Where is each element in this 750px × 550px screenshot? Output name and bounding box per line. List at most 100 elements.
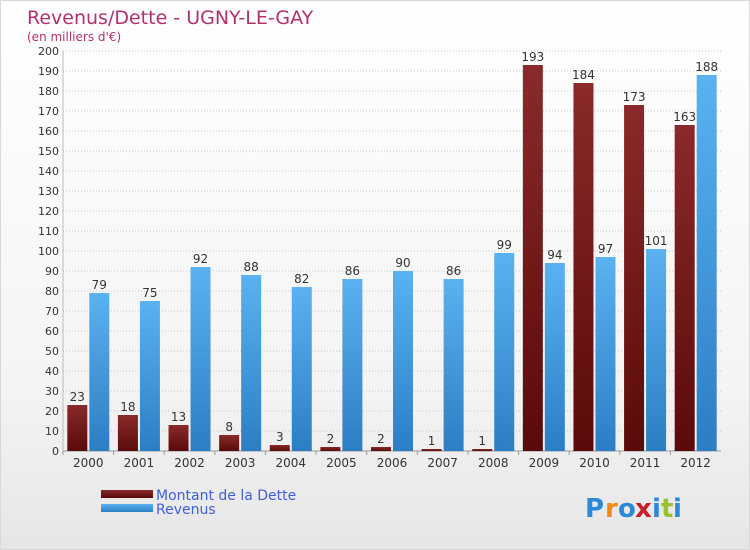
- bar-dette: [573, 83, 594, 451]
- y-tick-label: 200: [38, 45, 59, 58]
- x-axis: 2000 2001 2002 2003 2004 2005 2006 2007 2008 2009…: [62, 451, 711, 470]
- bars: 2379187513928883822862901861991939418497…: [67, 50, 718, 451]
- logo-letter: i: [652, 494, 661, 524]
- y-tick-label: 30: [45, 385, 59, 398]
- y-tick-label: 50: [45, 345, 59, 358]
- data-label-revenus: 86: [446, 264, 461, 278]
- data-label-revenus: 94: [547, 248, 562, 262]
- y-tick-label: 130: [38, 185, 59, 198]
- bar-revenus: [393, 271, 413, 451]
- bar-revenus: [241, 275, 262, 451]
- data-label-revenus: 79: [92, 278, 107, 292]
- bar-revenus: [595, 257, 616, 451]
- data-label-revenus: 92: [193, 252, 208, 266]
- y-tick-label: 190: [38, 65, 59, 78]
- data-label-dette: 8: [225, 420, 233, 434]
- chart-subtitle: (en milliers d'€): [27, 30, 121, 44]
- x-tick-label: 2004: [275, 456, 306, 470]
- grid-lines: [63, 50, 721, 452]
- y-tick-label: 70: [45, 305, 59, 318]
- legend-label-dette: Montant de la Dette: [156, 488, 296, 504]
- data-label-dette: 163: [673, 110, 696, 124]
- bar-dette: [472, 449, 493, 451]
- data-label-revenus: 75: [142, 286, 157, 300]
- data-label-revenus: 86: [345, 264, 360, 278]
- data-label-dette: 23: [70, 390, 85, 404]
- data-label-revenus: 101: [645, 234, 668, 248]
- bar-dette: [67, 405, 88, 451]
- y-tick-label: 110: [38, 225, 59, 238]
- y-tick-label: 20: [45, 405, 59, 418]
- x-tick-label: 2007: [427, 456, 458, 470]
- bar-dette: [674, 125, 695, 451]
- bar-dette: [269, 445, 290, 451]
- bar-revenus: [494, 253, 515, 451]
- bar-dette: [522, 65, 543, 451]
- data-label-revenus: 99: [497, 238, 512, 252]
- data-label-dette: 18: [120, 400, 135, 414]
- x-tick-label: 2002: [174, 456, 205, 470]
- data-label-revenus: 188: [695, 60, 718, 74]
- x-tick-label: 2003: [225, 456, 256, 470]
- logo-letter: i: [673, 494, 682, 524]
- y-tick-label: 120: [38, 205, 59, 218]
- bar-revenus: [291, 287, 312, 451]
- bar-revenus: [696, 75, 717, 451]
- logo-letter: x: [635, 494, 652, 524]
- data-label-dette: 1: [428, 434, 436, 448]
- x-tick-label: 2008: [478, 456, 509, 470]
- data-label-revenus: 82: [294, 272, 309, 286]
- x-tick-label: 2006: [377, 456, 408, 470]
- data-label-dette: 173: [623, 90, 646, 104]
- y-tick-label: 40: [45, 365, 59, 378]
- y-tick-label: 150: [38, 145, 59, 158]
- y-tick-label: 10: [45, 425, 59, 438]
- y-tick-label: 170: [38, 105, 59, 118]
- logo-letter: r: [605, 494, 618, 524]
- data-label-revenus: 88: [244, 260, 259, 274]
- y-axis: 0 10 20 30 40 50 60 70 80 90 100 110 120 130 140 150 160…: [38, 45, 721, 458]
- bar-dette: [371, 447, 391, 451]
- data-label-dette: 3: [276, 430, 284, 444]
- legend-label-revenus: Revenus: [156, 502, 216, 518]
- y-tick-label: 0: [52, 445, 59, 458]
- bar-revenus: [190, 267, 211, 451]
- data-label-dette: 2: [327, 432, 335, 446]
- x-tick-label: 2012: [680, 456, 711, 470]
- y-tick-label: 90: [45, 265, 59, 278]
- bar-revenus: [89, 293, 110, 451]
- bar-revenus: [544, 263, 565, 451]
- chart-title: Revenus/Dette - UGNY-LE-GAY: [27, 7, 314, 29]
- data-label-revenus: 90: [395, 256, 410, 270]
- data-label-dette: 2: [377, 432, 385, 446]
- data-label-revenus: 97: [598, 242, 613, 256]
- y-tick-label: 100: [38, 245, 59, 258]
- y-tick-label: 60: [45, 325, 59, 338]
- legend-swatch-dette: [101, 490, 153, 498]
- data-label-dette: 13: [171, 410, 186, 424]
- bar-dette: [117, 415, 138, 451]
- x-tick-label: 2000: [73, 456, 104, 470]
- legend: Montant de la Dette Revenus: [101, 488, 296, 518]
- bar-dette: [168, 425, 189, 451]
- bar-revenus: [443, 279, 464, 451]
- bar-dette: [219, 435, 240, 451]
- data-label-dette: 193: [521, 50, 544, 64]
- legend-swatch-revenus: [101, 504, 153, 512]
- logo-letter: o: [618, 494, 636, 524]
- bar-revenus: [342, 279, 363, 451]
- y-tick-label: 80: [45, 285, 59, 298]
- logo-letter: t: [661, 494, 673, 524]
- x-tick-label: 2010: [579, 456, 610, 470]
- data-label-dette: 1: [478, 434, 486, 448]
- bar-dette: [624, 105, 645, 451]
- y-tick-label: 180: [38, 85, 59, 98]
- logo-letter: P: [585, 494, 604, 524]
- x-tick-label: 2009: [529, 456, 560, 470]
- y-tick-label: 140: [38, 165, 59, 178]
- data-label-dette: 184: [572, 68, 595, 82]
- bar-dette: [320, 447, 341, 451]
